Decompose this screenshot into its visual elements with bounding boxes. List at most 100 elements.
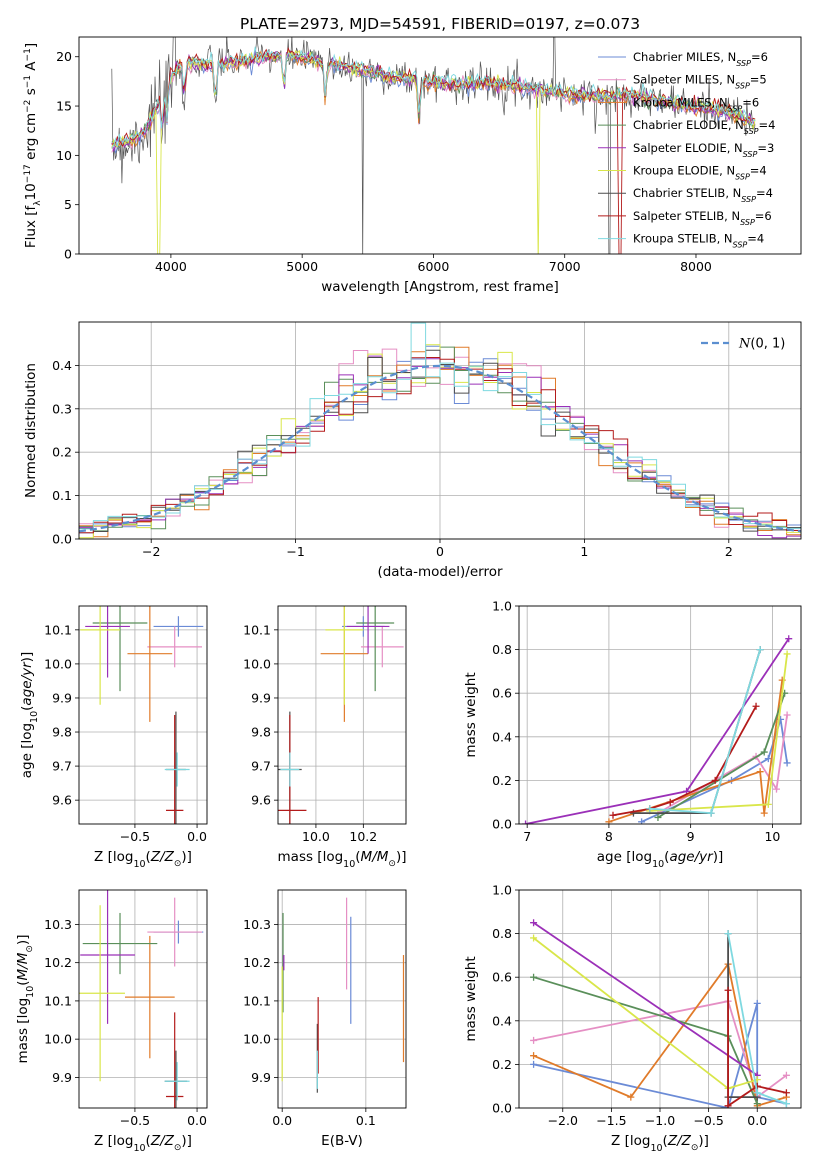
- y-tick-label: 9.8: [52, 725, 72, 740]
- x-tick-label: −0.5: [120, 1113, 150, 1128]
- weight-point-marker: [760, 748, 768, 756]
- weight-point-marker: [756, 646, 764, 654]
- mass-vs-ebv-panel: 0.0 0.1 9.9 10.0 10.1 10.2 10.3 E(B-V): [243, 889, 407, 1149]
- x-tick-label: 5000: [286, 259, 318, 274]
- weight-point-marker: [707, 809, 715, 817]
- x-tick-label: −1: [286, 544, 304, 559]
- y-axis-label: age [log10(age/yr)]: [19, 652, 40, 778]
- y-tick-label: 10.0: [243, 656, 271, 671]
- weight-point-marker: [724, 930, 732, 938]
- weight-point-marker: [772, 785, 780, 793]
- y-tick-label: 0.4: [52, 358, 72, 373]
- weight-point-marker: [530, 1036, 538, 1044]
- weight-point-marker: [609, 811, 617, 819]
- errorbar-point: [165, 1012, 184, 1108]
- weight-point-marker: [753, 1089, 761, 1097]
- weight-point-marker: [530, 973, 538, 981]
- weight-point-marker: [760, 809, 768, 817]
- figure-title: PLATE=2973, MJD=54591, FIBERID=0197, z=0…: [240, 15, 640, 33]
- y-tick-label: 0.6: [492, 686, 512, 701]
- y-tick-label: 10.2: [44, 955, 72, 970]
- weight-point-marker: [654, 813, 662, 821]
- weight-point-marker: [764, 800, 772, 808]
- x-tick-label: 7000: [549, 259, 581, 274]
- y-tick-label: 9.9: [251, 1070, 271, 1085]
- y-tick-label: 0.2: [52, 445, 72, 460]
- y-tick-label: 0.8: [492, 642, 512, 657]
- x-tick-label: 0: [436, 544, 444, 559]
- x-tick-label: 0.0: [187, 829, 207, 844]
- x-axis-label: Z [log10(Z/Z⊙)]: [94, 1133, 192, 1154]
- x-tick-label: 10.0: [302, 829, 330, 844]
- weight-point-marker: [724, 1102, 732, 1108]
- weight-point-marker: [783, 759, 791, 767]
- errorbar-point: [82, 912, 158, 975]
- weight-vs-z-plot-area: [530, 919, 790, 1108]
- errorbar-point: [147, 897, 203, 967]
- x-tick-label: 6000: [418, 259, 450, 274]
- y-tick-label: 0.2: [492, 773, 512, 788]
- weight-point-marker: [785, 635, 793, 643]
- y-tick-label: 0.3: [52, 401, 72, 416]
- age-vs-mass-panel: 10.0 10.2 9.6 9.7 9.8 9.9 10.0 10.1 mass [log10(…: [243, 605, 407, 870]
- x-tick-label: 0.0: [272, 1113, 292, 1128]
- y-tick-label: 0.4: [492, 729, 512, 744]
- age-vs-z-frame: [78, 605, 208, 825]
- y-tick-label: 10.0: [44, 1032, 72, 1047]
- x-tick-label: 2: [725, 544, 733, 559]
- legend-label: Chabrier ELODIE, NSSP=4: [633, 118, 775, 136]
- weight-point-marker: [753, 999, 761, 1007]
- y-tick-label: 0.8: [492, 926, 512, 941]
- age-vs-mass-frame: [277, 605, 407, 825]
- weight-point-marker: [646, 805, 654, 813]
- legend-label: Salpeter MILES, NSSP=5: [633, 73, 767, 91]
- x-tick-label: 10.2: [349, 829, 377, 844]
- y-tick-label: 10.3: [243, 917, 271, 932]
- residuals-panel: −2 −1 0 1 2 0.0 0.1 0.2 0.3 0.4 (data-model)/error…: [23, 321, 802, 580]
- weight-point-marker: [752, 702, 760, 710]
- mass-vs-z-frame: [78, 889, 208, 1109]
- residuals-frame: [78, 321, 802, 540]
- errorbar-point: [346, 606, 390, 654]
- weight-point-marker: [783, 711, 791, 719]
- weight-series-line: [727, 990, 787, 1108]
- legend-label: Kroupa MILES, NSSP=6: [633, 95, 759, 113]
- y-tick-label: 0.0: [492, 1101, 512, 1116]
- y-tick-label: 10.1: [243, 993, 271, 1008]
- weight-point-marker: [711, 776, 719, 784]
- y-tick-label: 15: [56, 99, 72, 114]
- errorbar-point: [278, 715, 307, 824]
- age-vs-z-panel: −0.5 0.0 9.6 9.7 9.8 9.9 10.0 10.1 Z [log10(Z/Z⊙…: [19, 605, 208, 870]
- x-tick-label: 7: [523, 829, 531, 844]
- x-axis-label: wavelength [Angstrom, rest frame]: [321, 279, 559, 295]
- x-axis-label: age [log10(age/yr)]: [597, 849, 723, 870]
- spectrum-plot-area: [111, 37, 756, 254]
- y-tick-label: 0.6: [492, 970, 512, 985]
- x-tick-label: −0.5: [693, 1113, 723, 1128]
- errorbar-point: [356, 606, 395, 692]
- weight-series-line: [533, 1000, 787, 1099]
- weight-series-line: [533, 921, 758, 1077]
- weight-point-marker: [756, 768, 764, 776]
- x-tick-label: 1: [580, 544, 588, 559]
- x-axis-label: (data-model)/error: [377, 564, 503, 580]
- weight-series-line: [608, 679, 784, 823]
- model-spectrum: [111, 46, 756, 149]
- spectrum-legend: Chabrier MILES, NSSP=6 Salpeter MILES, NS…: [598, 50, 775, 249]
- x-tick-label: −0.5: [120, 829, 150, 844]
- age-vs-mass-plot-area: [278, 606, 404, 824]
- x-tick-label: 4000: [155, 259, 187, 274]
- y-tick-label: 1.0: [492, 883, 512, 898]
- x-tick-label: −1.0: [645, 1113, 675, 1128]
- y-tick-label: 0.2: [492, 1057, 512, 1072]
- weight-vs-z-frame: [518, 889, 802, 1109]
- errorbar-point: [280, 752, 300, 787]
- residuals-plot-area: [79, 322, 801, 539]
- weight-point-marker: [638, 818, 646, 824]
- legend-label: Chabrier MILES, NSSP=6: [633, 50, 768, 68]
- y-tick-label: 10.0: [44, 656, 72, 671]
- y-tick-label: 9.9: [52, 690, 72, 705]
- errorbar-point: [92, 606, 148, 692]
- weight-vs-age-panel: 7 8 9 10 0.0 0.2 0.4 0.6 0.8 1.0 age [log10(age/yr…: [463, 599, 802, 870]
- y-tick-label: 0.0: [492, 817, 512, 832]
